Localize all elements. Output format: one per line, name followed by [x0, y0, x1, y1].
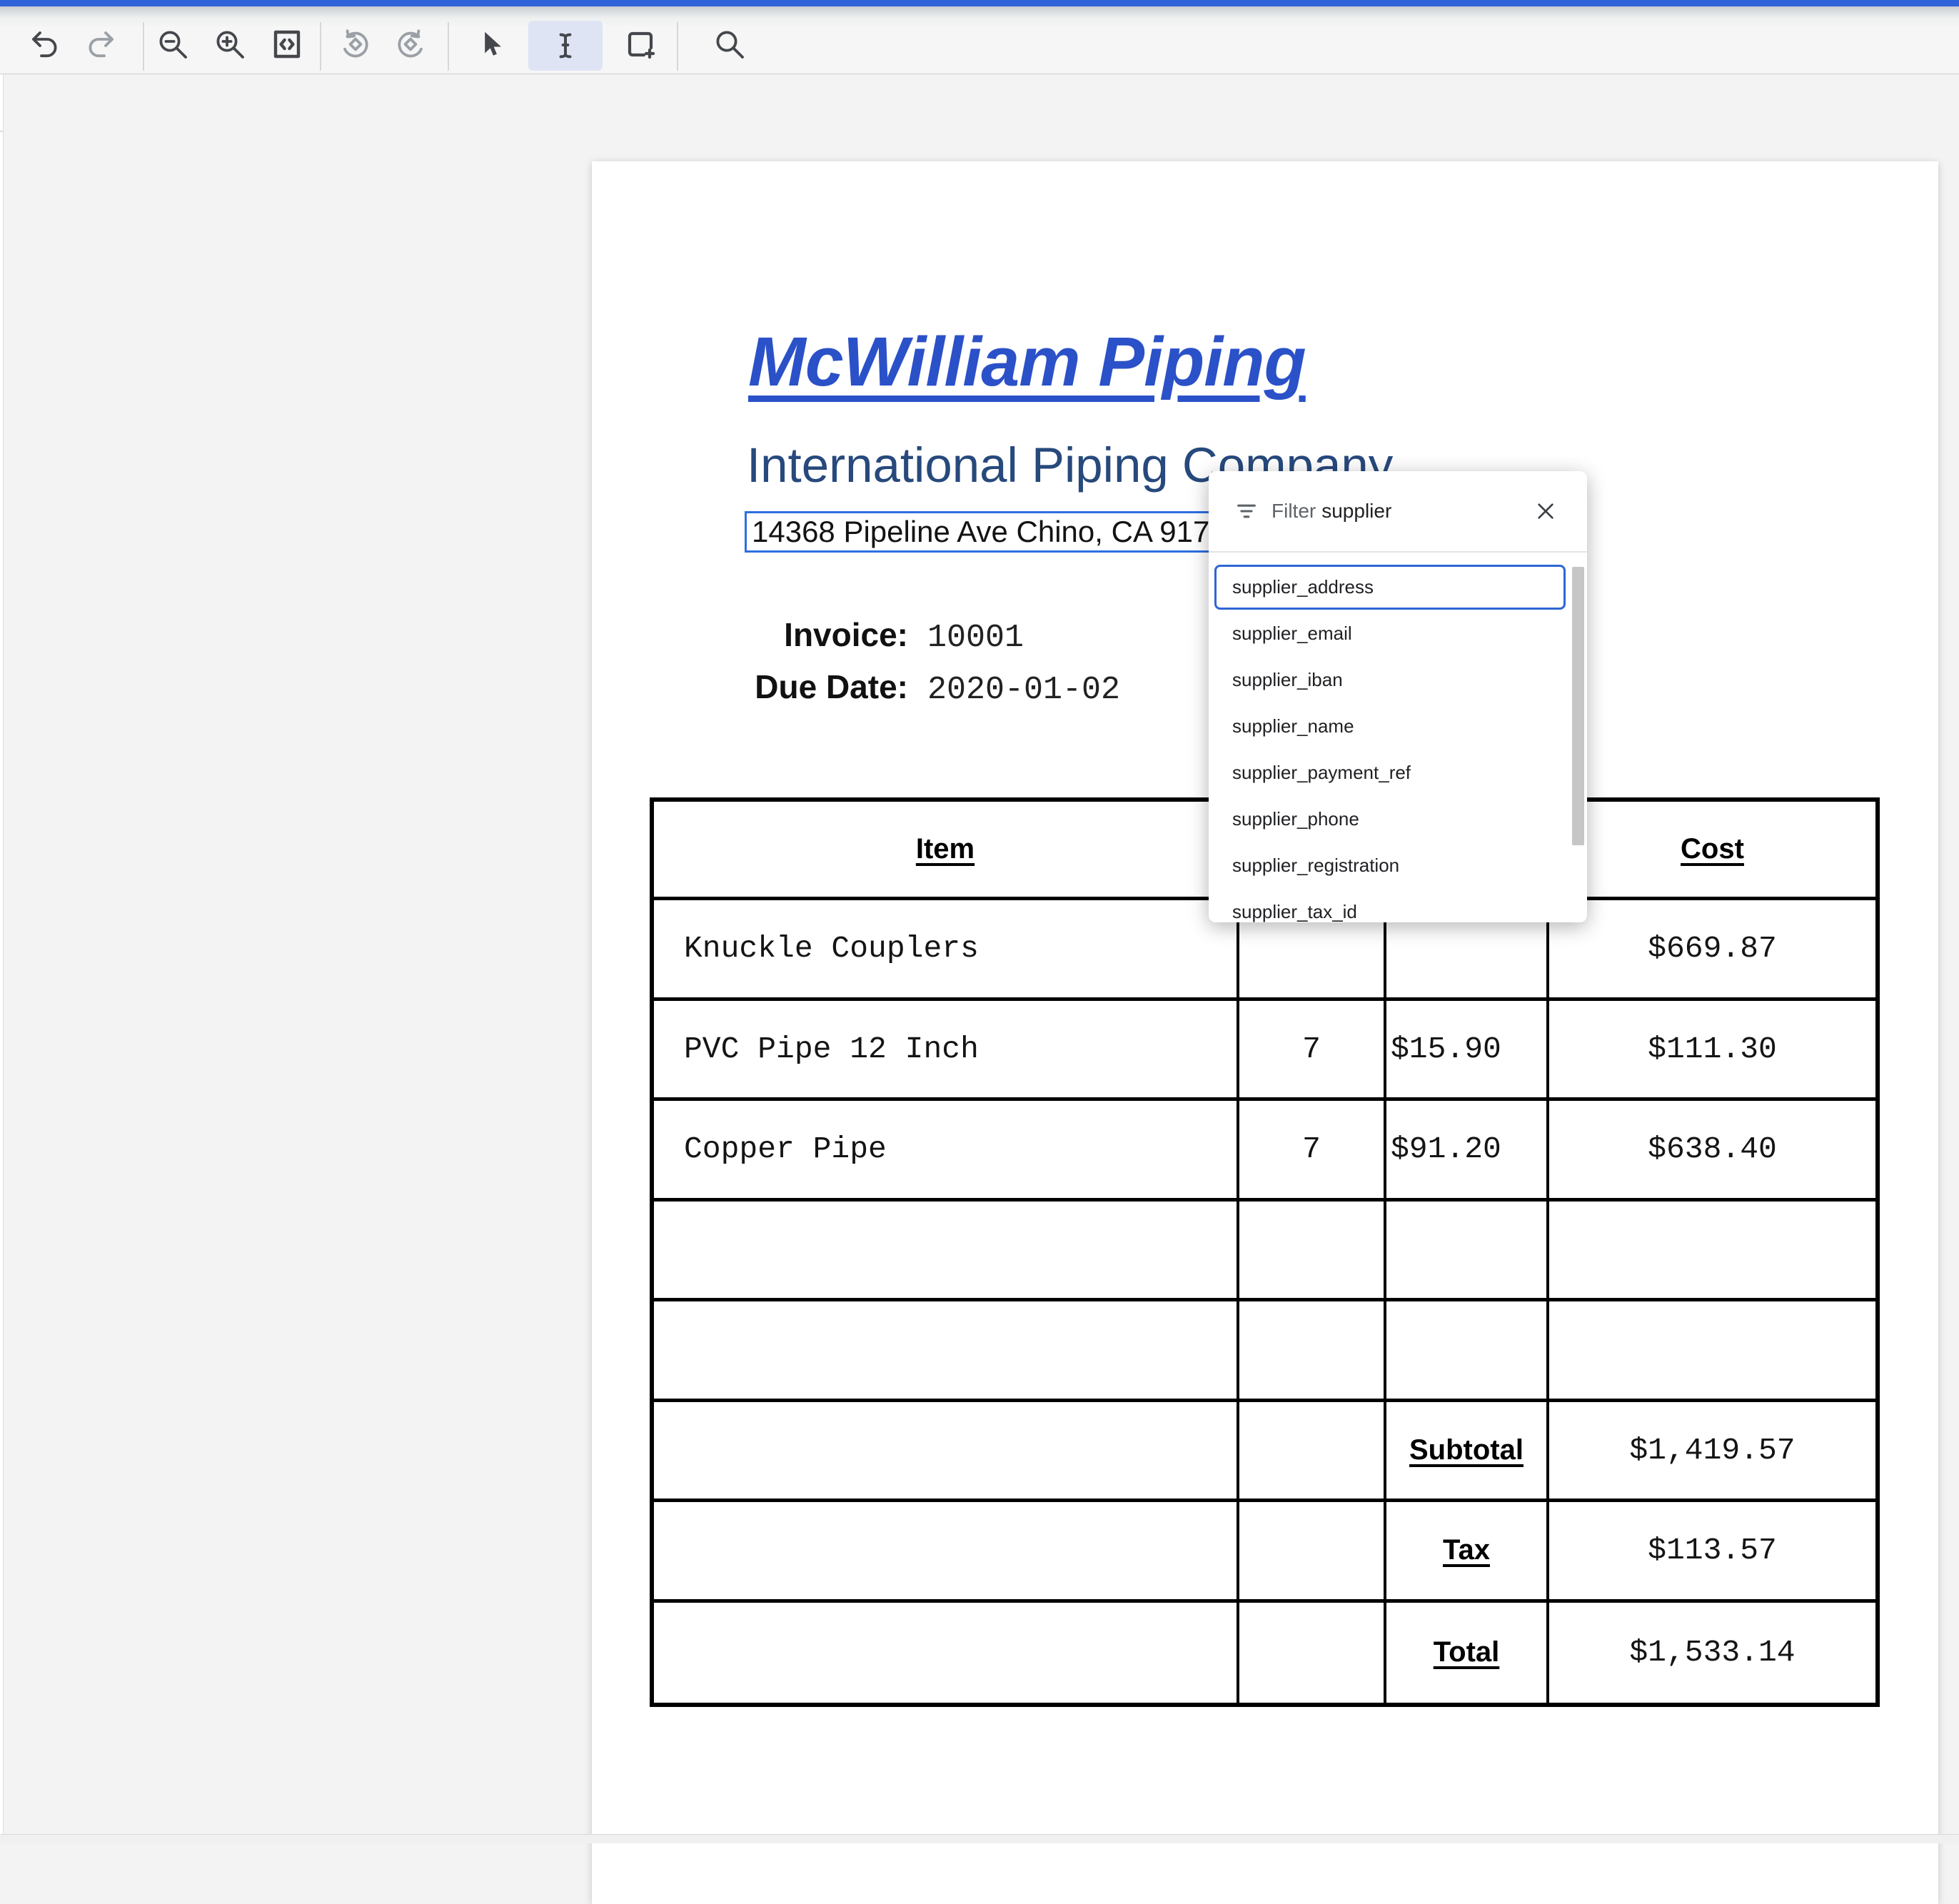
table-cell-price: $15.90	[1386, 1000, 1549, 1101]
region-select-tool-button[interactable]	[610, 16, 671, 73]
due-date-label: Due Date:	[755, 668, 908, 705]
table-cell-item: Knuckle Couplers	[654, 900, 1239, 1001]
table-cell-price	[1386, 1201, 1549, 1301]
rotate-cw-button[interactable]	[380, 16, 441, 73]
subtotal-label: Subtotal	[1386, 1401, 1549, 1502]
total-label: Total	[1386, 1602, 1549, 1703]
table-cell-item: Copper Pipe	[654, 1101, 1239, 1202]
toolbar-separator	[448, 22, 449, 71]
filter-title-prefix: Filter	[1271, 500, 1316, 522]
invoice-page: McWilliam Piping International Piping Co…	[592, 161, 1938, 1904]
document-canvas: McWilliam Piping International Piping Co…	[0, 74, 1959, 1904]
table-cell-price	[1386, 900, 1549, 1001]
filter-popup-title: Filter supplier	[1271, 500, 1391, 523]
undo-icon	[32, 31, 57, 58]
rotate-ccw-button[interactable]	[325, 16, 386, 73]
table-cell-price: $91.20	[1386, 1101, 1549, 1202]
column-header-item: Item	[654, 802, 1239, 900]
fit-width-button[interactable]	[256, 16, 318, 73]
due-date-row: Due Date: 2020-01-02	[748, 668, 1120, 708]
due-date-value: 2020-01-02	[927, 672, 1121, 708]
popup-divider	[1209, 551, 1587, 553]
table-cell-blank	[654, 1401, 1239, 1502]
table-cell-item: PVC Pipe 12 Inch	[654, 1000, 1239, 1101]
fit-width-icon	[273, 30, 301, 59]
filter-options-list: supplier_address supplier_email supplier…	[1209, 553, 1587, 922]
table-cell-blank	[654, 1502, 1239, 1603]
filter-icon	[1237, 504, 1256, 518]
company-address: 14368 Pipeline Ave Chino, CA 91710	[752, 515, 1244, 548]
undo-button[interactable]	[15, 16, 76, 73]
toolbar-separator	[320, 22, 321, 71]
invoice-number-label: Invoice:	[784, 616, 908, 653]
table-cell-blank	[654, 1602, 1239, 1703]
redo-icon	[89, 31, 114, 58]
text-select-tool-button[interactable]	[528, 21, 603, 71]
table-cell-qty: 7	[1239, 1101, 1386, 1202]
invoice-meta: Invoice: 10001 Due Date: 2020-01-02	[748, 615, 1120, 720]
filter-popup: Filter supplier supplier_address supplier…	[1209, 471, 1587, 922]
table-cell-cost	[1549, 1301, 1875, 1402]
filter-title-field: supplier	[1321, 500, 1392, 522]
table-cell-cost: $638.40	[1549, 1101, 1875, 1202]
toolbar-separator	[143, 22, 144, 71]
column-header-cost: Cost	[1549, 802, 1875, 900]
invoice-table: Item Cost Knuckle Couplers $669.87 PVC P…	[650, 797, 1880, 1707]
selected-field-highlight-box[interactable]: 14368 Pipeline Ave Chino, CA 91710	[745, 511, 1251, 553]
filter-option[interactable]: supplier_phone	[1232, 808, 1359, 830]
toolbar	[0, 6, 1959, 74]
total-value: $1,533.14	[1629, 1635, 1796, 1671]
rotate-ccw-icon	[343, 29, 368, 58]
zoom-out-icon	[159, 31, 187, 59]
filter-option[interactable]: supplier_name	[1232, 715, 1354, 737]
tax-label: Tax	[1386, 1502, 1549, 1603]
table-cell-item	[654, 1301, 1239, 1402]
invoice-number-row: Invoice: 10001	[748, 615, 1120, 656]
rotate-cw-icon	[398, 29, 423, 58]
table-cell-qty	[1239, 1301, 1386, 1402]
filter-option[interactable]: supplier_iban	[1232, 669, 1343, 690]
scrollbar-thumb[interactable]	[1572, 567, 1584, 845]
horizontal-scrollbar-track[interactable]	[0, 1834, 1959, 1843]
filter-option-selected[interactable]: supplier_address	[1214, 565, 1566, 610]
pointer-tool-button[interactable]	[460, 16, 522, 73]
zoom-in-button[interactable]	[199, 16, 261, 73]
table-cell-qty	[1239, 1201, 1386, 1301]
filter-popup-header: Filter supplier	[1209, 471, 1587, 551]
table-cell-cost: $669.87	[1549, 900, 1875, 1001]
company-name: McWilliam Piping	[748, 323, 1306, 401]
filter-option[interactable]: supplier_tax_id	[1232, 901, 1357, 922]
close-button[interactable]	[1530, 495, 1561, 527]
text-cursor-icon	[559, 33, 572, 59]
table-cell-cost	[1549, 1202, 1875, 1301]
subtotal-value: $1,419.57	[1549, 1402, 1875, 1502]
redo-button[interactable]	[69, 16, 131, 73]
table-cell-qty: 7	[1239, 1000, 1386, 1101]
zoom-in-icon	[216, 31, 244, 59]
close-icon	[1538, 503, 1553, 519]
browser-accent-bar	[0, 0, 1959, 6]
table-cell-blank	[1239, 1401, 1386, 1502]
toolbar-separator	[677, 22, 678, 71]
search-button[interactable]	[699, 16, 760, 73]
filter-option[interactable]: supplier_email	[1232, 623, 1352, 644]
search-icon	[716, 31, 744, 59]
table-cell-qty	[1239, 900, 1386, 1001]
table-cell-price	[1386, 1301, 1549, 1402]
table-cell-blank	[1239, 1602, 1386, 1703]
collapsed-side-panel[interactable]	[0, 74, 4, 1843]
pointer-icon	[485, 31, 501, 56]
table-cell-cost: $111.30	[1549, 1001, 1875, 1101]
table-cell-item	[654, 1201, 1239, 1301]
filter-option[interactable]: supplier_payment_ref	[1232, 762, 1411, 783]
filter-option[interactable]: supplier_registration	[1232, 855, 1400, 876]
invoice-number-value: 10001	[927, 620, 1024, 656]
zoom-out-button[interactable]	[142, 16, 203, 73]
region-select-icon	[628, 31, 655, 59]
tax-value: $113.57	[1549, 1502, 1875, 1603]
table-cell-blank	[1239, 1502, 1386, 1603]
